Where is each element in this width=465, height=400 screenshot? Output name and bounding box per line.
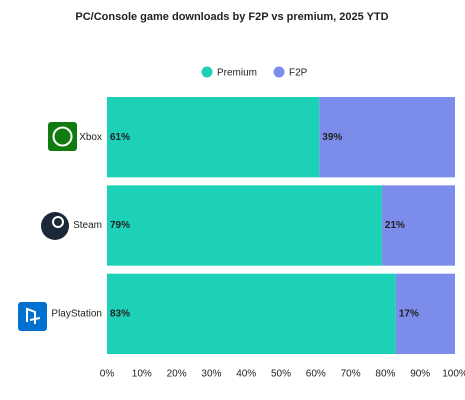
value-label: 83% (110, 308, 130, 319)
bar-segment (107, 185, 382, 266)
x-tick-label: 0% (100, 369, 115, 380)
y-tick-label: Xbox (79, 132, 102, 143)
x-tick-label: 100% (442, 369, 465, 380)
bar-segment (381, 185, 455, 266)
xbox-icon-ring (52, 126, 73, 147)
value-label: 17% (399, 308, 419, 319)
x-tick-label: 50% (271, 369, 291, 380)
x-tick-label: 60% (306, 369, 326, 380)
bar-segment (107, 97, 320, 178)
xbox-icon (48, 122, 77, 151)
bar-segment (395, 273, 455, 354)
chart-title: PC/Console game downloads by F2P vs prem… (75, 11, 388, 23)
y-tick-label: PlayStation (51, 308, 102, 319)
legend-label: Premium (217, 68, 257, 79)
bar-segment (319, 97, 455, 178)
bar-segment (107, 273, 396, 354)
playstation-icon (18, 302, 47, 331)
value-label: 61% (110, 132, 130, 143)
x-tick-label: 20% (167, 369, 187, 380)
platform-icons (18, 122, 77, 331)
x-tick-label: 40% (236, 369, 256, 380)
value-label: 39% (322, 132, 342, 143)
legend-swatch (201, 66, 213, 78)
legend-swatch (273, 66, 285, 78)
steam-icon-detail (52, 216, 64, 228)
x-tick-label: 10% (132, 369, 152, 380)
x-tick-label: 80% (375, 369, 395, 380)
y-tick-label: Steam (73, 220, 102, 231)
playstation-icon-glyph (26, 307, 41, 324)
x-tick-label: 30% (201, 369, 221, 380)
x-tick-label: 70% (341, 369, 361, 380)
value-label: 21% (385, 220, 405, 231)
value-label: 79% (110, 220, 130, 231)
x-tick-label: 90% (410, 369, 430, 380)
legend-label: F2P (289, 68, 308, 79)
